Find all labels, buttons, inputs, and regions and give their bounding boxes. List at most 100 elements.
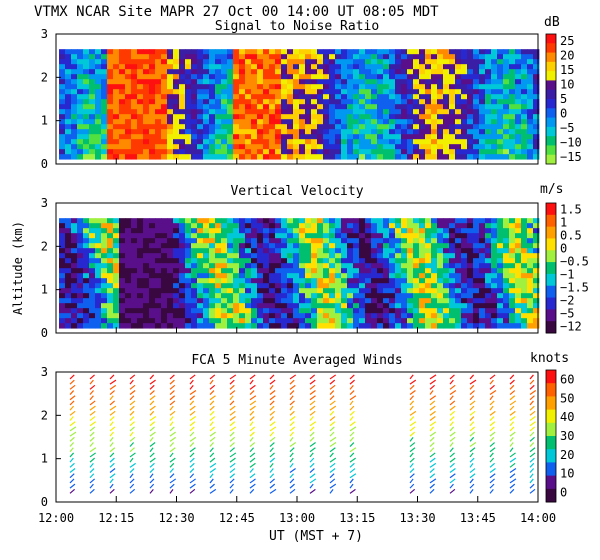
heatmap-cell [203,263,210,269]
heatmap-cell [167,323,174,329]
heatmap-cell [335,79,342,85]
heatmap-cell [383,298,390,304]
wind-barb [149,379,156,385]
heatmap-cell [533,278,540,284]
heatmap-cell [203,109,210,115]
heatmap-cell [107,114,114,120]
heatmap-cell [377,79,384,85]
heatmap-cell [227,64,234,70]
heatmap-cell [251,64,258,70]
heatmap-cell [401,218,408,224]
heatmap-cell [77,303,84,309]
heatmap-cell [71,84,78,90]
heatmap-cell [497,109,504,115]
heatmap-cell [185,298,192,304]
heatmap-cell [329,74,336,80]
heatmap-cell [317,283,324,289]
heatmap-cell [161,84,168,90]
heatmap-cell [437,268,444,274]
heatmap-cell [173,253,180,259]
heatmap-cell [461,233,468,239]
heatmap-cell [455,218,462,224]
heatmap-cell [353,218,360,224]
heatmap-cell [233,298,240,304]
heatmap-cell [323,303,330,309]
wind-barb [489,468,496,474]
heatmap-cell [383,99,390,105]
heatmap-cell [71,94,78,100]
heatmap-cell [515,99,522,105]
heatmap-cell [203,288,210,294]
heatmap-cell [305,124,312,130]
y-tick-label: 2 [41,239,48,253]
heatmap-cell [251,89,258,95]
heatmap-cell [179,89,186,95]
heatmap-cell [179,59,186,65]
heatmap-cell [395,59,402,65]
heatmap-cell [437,298,444,304]
wind-barb [309,452,314,458]
wind-barb [509,416,516,422]
heatmap-cell [317,243,324,249]
heatmap-cell [221,144,228,150]
heatmap-cell [251,318,258,324]
heatmap-cell [281,49,288,55]
heatmap-cell [467,124,474,130]
wind-barb [349,442,355,447]
heatmap-cell [113,318,120,324]
heatmap-cell [497,74,504,80]
wind-barb [109,400,116,406]
heatmap-cell [353,323,360,329]
heatmap-cell [335,69,342,75]
heatmap-cell [233,293,240,299]
heatmap-cell [377,293,384,299]
heatmap-cell [353,298,360,304]
x-tick-label: 12:30 [158,511,194,525]
heatmap-cell [461,49,468,55]
colorbar-swatch [546,154,556,165]
heatmap-cell [521,59,528,65]
heatmap-cell [497,303,504,309]
heatmap-cell [263,109,270,115]
wind-barb [149,483,155,489]
heatmap-cell [305,119,312,125]
heatmap-cell [359,149,366,155]
wind-barb [69,384,76,390]
wind-barb [69,468,76,474]
heatmap-cell [299,89,306,95]
heatmap-cell [191,318,198,324]
colorbar-swatch [546,71,556,81]
heatmap-cell [71,243,78,249]
heatmap-cell [185,84,192,90]
heatmap-cell [161,104,168,110]
heatmap-cell [269,104,276,110]
heatmap-cell [311,134,318,140]
heatmap-cell [425,84,432,90]
heatmap-cell [275,228,282,234]
heatmap-cell [233,119,240,125]
heatmap-cell [185,288,192,294]
heatmap-cell [257,283,264,289]
heatmap-cell [89,89,96,95]
heatmap-cell [389,288,396,294]
heatmap-cell [263,74,270,80]
heatmap-cell [527,218,534,224]
wind-barb [229,405,236,411]
heatmap-cell [395,283,402,289]
heatmap-cell [143,104,150,110]
heatmap-cell [479,69,486,75]
heatmap-cell [389,79,396,85]
heatmap-cell [191,248,198,254]
heatmap-cell [353,268,360,274]
heatmap-cell [299,278,306,284]
heatmap-cell [461,318,468,324]
heatmap-cell [419,248,426,254]
heatmap-cell [101,74,108,80]
heatmap-cell [365,74,372,80]
heatmap-cell [389,89,396,95]
wind-barb [529,416,536,422]
heatmap-cell [485,134,492,140]
snr-panel: Signal to Noise Ratio dB01232520151050−5−… [41,15,582,171]
heatmap-cell [71,268,78,274]
heatmap-cell [95,308,102,314]
